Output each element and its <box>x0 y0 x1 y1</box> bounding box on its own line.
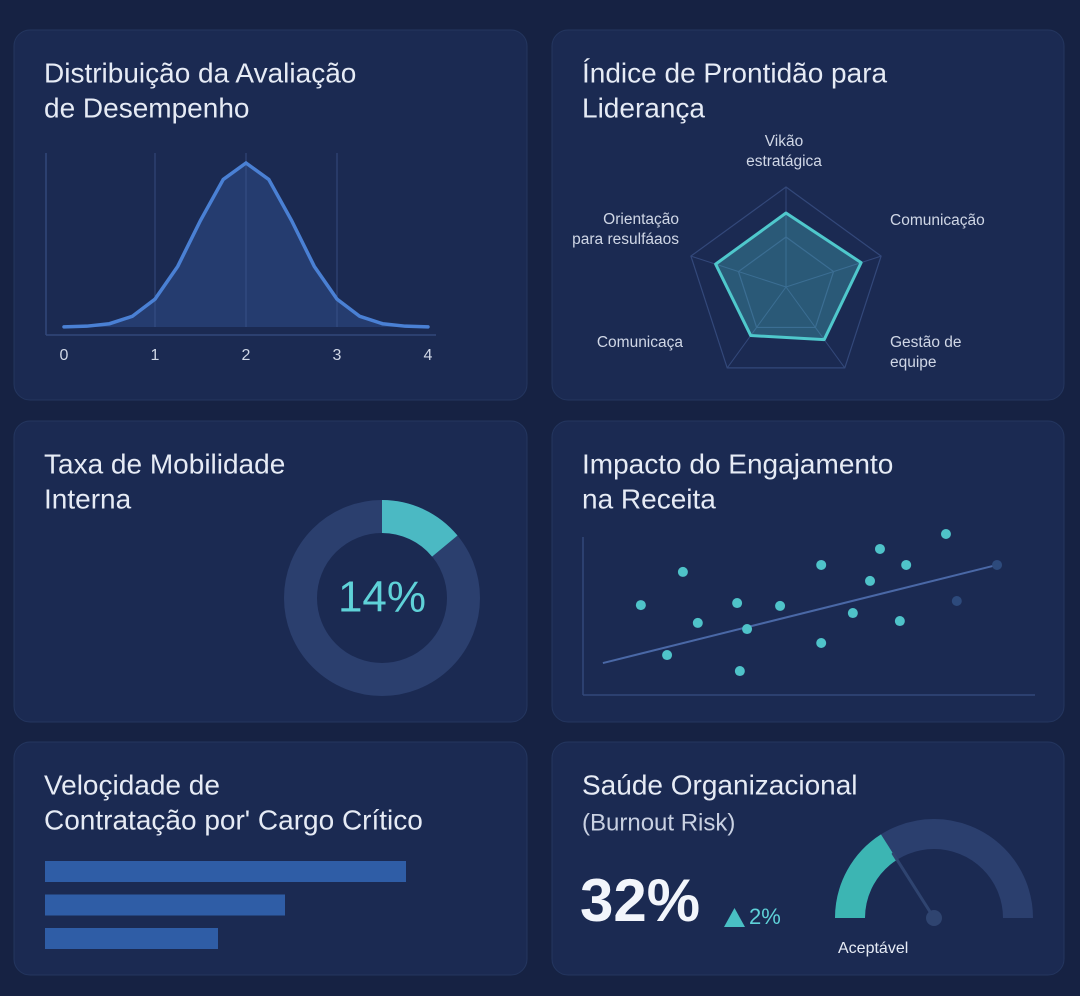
chart-title: Impacto do Engajamento <box>582 448 893 479</box>
x-tick-label: 4 <box>424 347 433 364</box>
curve <box>62 160 430 329</box>
trend-line <box>602 563 998 665</box>
needle-hub <box>926 910 942 926</box>
axis-label: Vikão <box>765 133 804 150</box>
point <box>874 543 885 554</box>
point <box>734 666 745 677</box>
grid-ring <box>737 236 835 329</box>
x-tick-label: 2 <box>242 347 251 364</box>
point <box>816 637 827 648</box>
axis-label: Gestão de <box>890 334 962 351</box>
x-tick-label: 3 <box>333 347 342 364</box>
donut-arc <box>381 500 458 558</box>
delta-arrow <box>724 908 745 927</box>
point <box>775 600 786 611</box>
point <box>742 624 753 635</box>
point <box>992 559 1003 570</box>
gauge-status: Aceptável <box>838 940 908 957</box>
chart-title: Distribuição da Avaliação <box>44 57 356 88</box>
point <box>677 566 688 577</box>
point <box>662 650 673 661</box>
delta-label: 2% <box>749 904 781 929</box>
gauge-value: 32% <box>580 867 700 934</box>
point <box>635 600 646 611</box>
chart-title: de Desempenho <box>44 92 249 123</box>
axis-label: equipe <box>890 354 937 371</box>
axis-label: estratágica <box>746 153 822 170</box>
gauge-needle <box>891 852 936 920</box>
spoke <box>690 255 787 288</box>
panel <box>551 29 1065 401</box>
point <box>732 598 743 609</box>
spoke <box>785 255 882 288</box>
point <box>894 616 905 627</box>
chart-title: Veloçidade de <box>44 769 220 800</box>
panel <box>551 420 1065 723</box>
radar-shape <box>714 211 863 342</box>
point <box>847 608 858 619</box>
axis-label: Orientação <box>603 211 679 228</box>
point <box>901 559 912 570</box>
panel <box>13 420 528 723</box>
chart-title: Taxa de Mobilidade <box>44 448 285 479</box>
axis-label: para resulfáaos <box>572 231 679 248</box>
bar <box>45 928 218 949</box>
gauge-arc <box>835 834 898 919</box>
spoke <box>785 286 846 369</box>
donut-label: 14% <box>338 573 426 622</box>
chart-title: Saúde Organizacional <box>582 769 858 800</box>
chart-title: Interna <box>44 483 132 514</box>
axis-label: Comunicaça <box>597 334 684 351</box>
point <box>816 559 827 570</box>
spoke <box>726 286 787 369</box>
chart-title: na Receita <box>582 483 716 514</box>
panel <box>13 741 528 976</box>
chart-subtitle: (Burnout Risk) <box>582 809 735 836</box>
bar <box>45 861 406 882</box>
point <box>865 575 876 586</box>
point <box>940 529 951 540</box>
chart-title: Liderança <box>582 92 705 123</box>
bar <box>45 894 285 916</box>
x-tick-label: 0 <box>60 347 69 364</box>
axis-label: Comunicação <box>890 212 985 229</box>
point <box>951 595 962 606</box>
x-tick-label: 1 <box>151 347 160 364</box>
point <box>692 617 703 628</box>
chart-title: Contratação por' Cargo Crítico <box>44 804 423 835</box>
chart-title: Índice de Prontidão para <box>582 57 888 88</box>
grid-ring <box>690 186 882 369</box>
